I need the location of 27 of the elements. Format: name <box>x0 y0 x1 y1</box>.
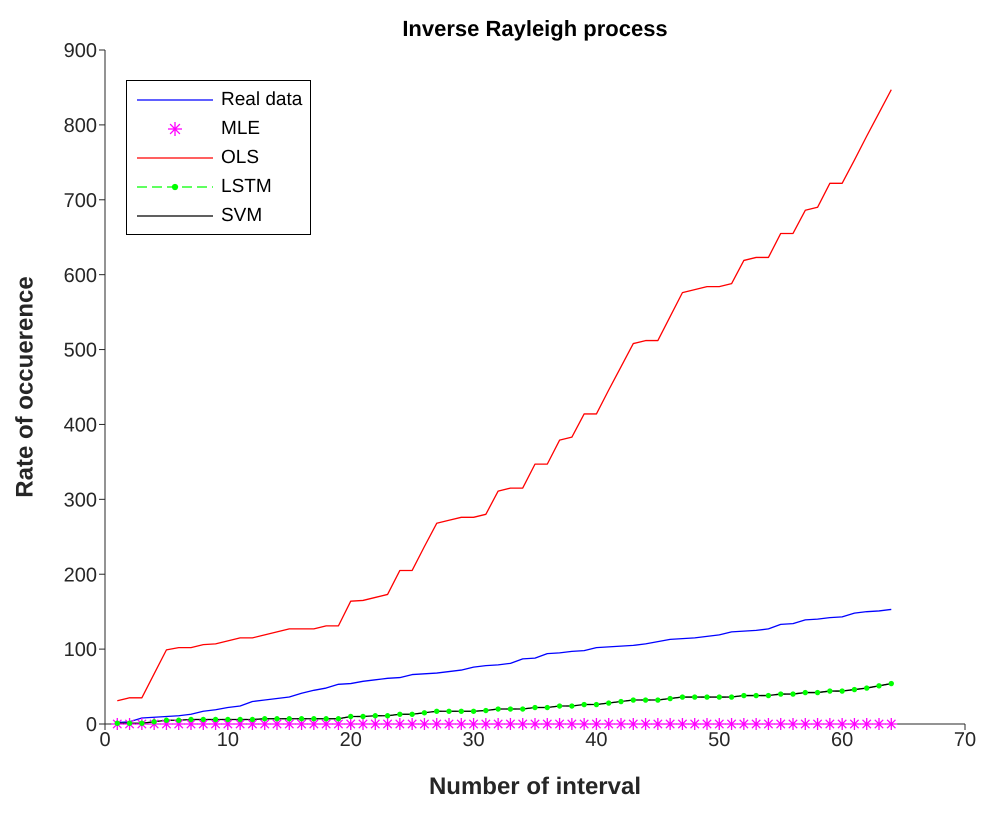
legend-label: LSTM <box>221 176 272 198</box>
line-series <box>116 89 892 702</box>
x-tick-label: 20 <box>340 729 362 752</box>
y-tick-label: 200 <box>64 564 97 586</box>
y-tick-label: 800 <box>64 114 97 137</box>
y-axis-title: Rate of occuerence <box>12 276 39 498</box>
legend-label: SVM <box>221 204 262 226</box>
chart-title: Inverse Rayleigh process <box>401 16 669 42</box>
y-tick-label: 900 <box>64 40 97 62</box>
y-tick-label: 0 <box>86 714 97 736</box>
y-tick-label: 600 <box>64 264 97 287</box>
y-tick-label: 300 <box>64 489 97 512</box>
y-tick-label: 400 <box>64 414 97 437</box>
x-tick-label: 0 <box>99 729 111 752</box>
x-tick-label: 50 <box>708 729 730 752</box>
x-axis-title: Number of interval <box>428 773 642 800</box>
legend-label: MLE <box>221 118 260 140</box>
y-tick-label: 500 <box>64 340 97 362</box>
x-tick-label: 30 <box>462 729 485 752</box>
x-tick-label: 60 <box>831 729 854 752</box>
x-tick-label: 70 <box>954 729 976 752</box>
x-tick-label: 40 <box>585 729 608 752</box>
legend-label: OLS <box>221 146 260 168</box>
x-tick-label: 10 <box>216 729 239 752</box>
y-tick-label: 700 <box>64 190 97 212</box>
legend-label: Real data <box>221 88 302 110</box>
y-tick-label: 100 <box>64 639 97 662</box>
